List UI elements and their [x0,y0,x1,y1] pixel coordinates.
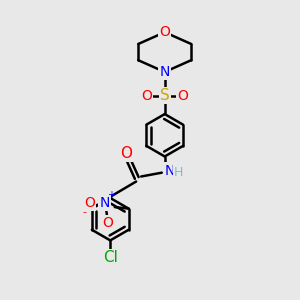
Text: N: N [160,65,170,79]
Text: -: - [82,207,86,217]
Text: O: O [120,146,132,161]
Text: O: O [159,25,170,39]
Text: +: + [107,190,115,200]
Text: H: H [173,166,183,178]
Text: O: O [84,196,95,210]
Text: S: S [160,88,169,103]
Text: O: O [102,216,113,230]
Text: N: N [99,196,110,210]
Text: O: O [178,88,188,103]
Text: N: N [165,164,175,178]
Text: Cl: Cl [103,250,118,265]
Text: O: O [141,88,152,103]
